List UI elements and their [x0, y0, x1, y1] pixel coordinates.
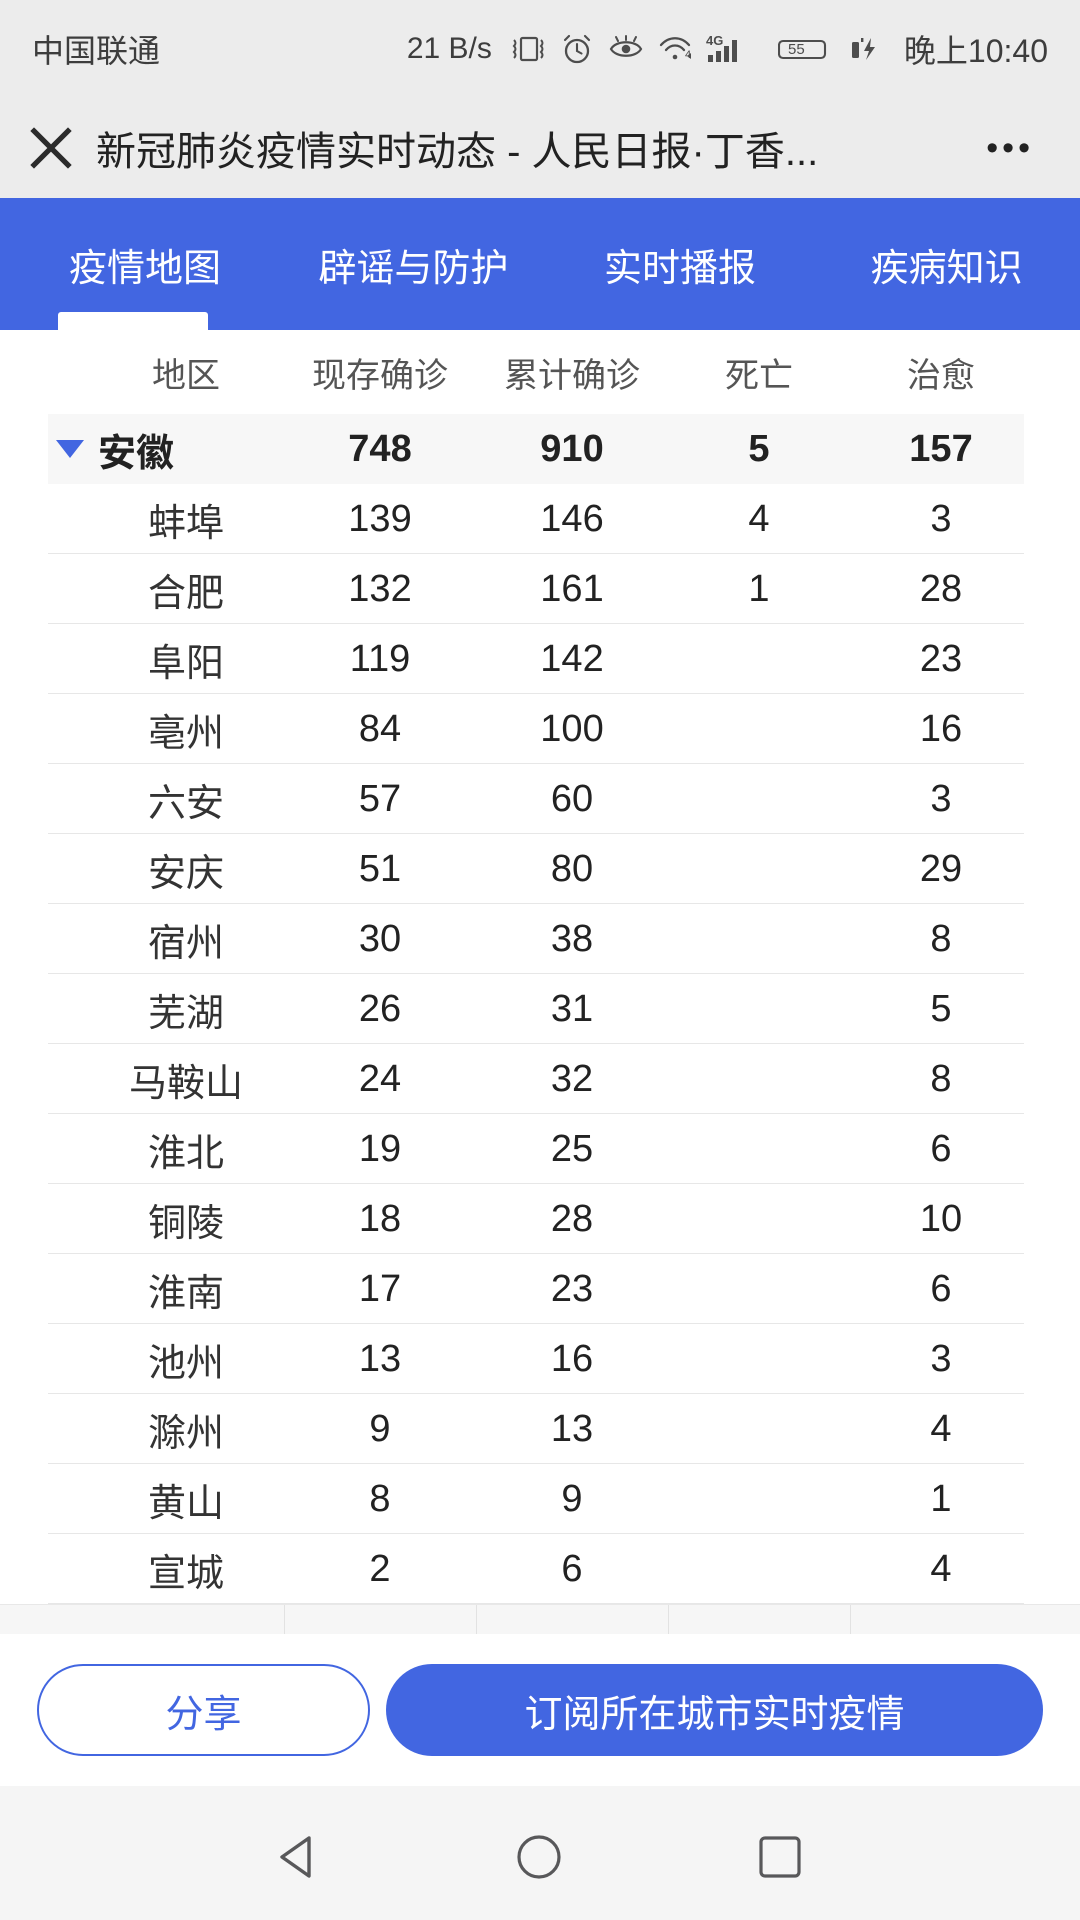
svg-text:55: 55: [788, 41, 805, 58]
svg-text:4G: 4G: [706, 34, 723, 48]
